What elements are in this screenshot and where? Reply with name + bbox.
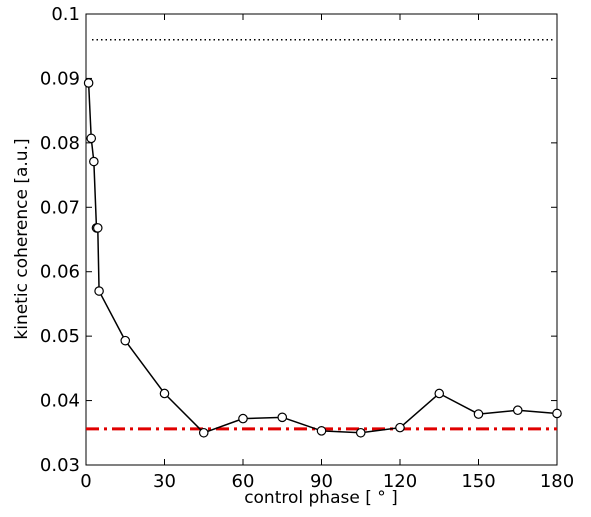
data-point xyxy=(159,388,170,399)
x-tick-label: 60 xyxy=(232,471,255,492)
y-tick-label: 0.06 xyxy=(40,262,80,283)
x-axis-label: control phase [ ° ] xyxy=(244,488,398,508)
data-point xyxy=(277,412,288,423)
data-point xyxy=(473,409,484,419)
series-line-group xyxy=(87,82,558,434)
plot-frame xyxy=(85,13,558,466)
data-point xyxy=(552,408,562,419)
x-tick-label: 150 xyxy=(461,471,495,492)
data-point xyxy=(83,78,94,88)
tick-labels: 0 30 60 90 120 150 180 0.03 0.04 0.05 0.06 0.07 0.08… xyxy=(40,4,574,492)
x-tick-label: 90 xyxy=(310,471,333,492)
data-point xyxy=(198,427,209,438)
data-point xyxy=(238,413,248,424)
y-tick-label: 0.04 xyxy=(40,391,80,412)
x-tick-label: 120 xyxy=(383,471,417,492)
y-axis-label: kinetic coherence [a.u.] xyxy=(12,138,32,339)
data-point xyxy=(395,422,405,433)
data-point xyxy=(512,405,523,416)
data-point xyxy=(92,223,103,233)
y-tick-label: 0.1 xyxy=(51,4,80,25)
x-tick-label: 0 xyxy=(80,471,91,492)
data-point xyxy=(316,426,327,436)
y-tick-label: 0.07 xyxy=(40,197,80,218)
series-line xyxy=(87,82,558,434)
data-point xyxy=(89,156,99,167)
data-point xyxy=(434,388,445,399)
data-point xyxy=(355,427,366,438)
x-tick-label: 180 xyxy=(540,471,574,492)
y-tick-label: 0.09 xyxy=(40,68,80,89)
y-tick-label: 0.05 xyxy=(40,326,80,347)
y-tick-label: 0.08 xyxy=(40,133,80,154)
data-point xyxy=(120,335,131,346)
data-point xyxy=(94,286,104,296)
axis-ticks xyxy=(85,13,558,466)
data-point xyxy=(86,133,97,144)
y-tick-label: 0.03 xyxy=(40,455,80,476)
data-markers xyxy=(83,78,562,438)
x-tick-label: 30 xyxy=(153,471,176,492)
